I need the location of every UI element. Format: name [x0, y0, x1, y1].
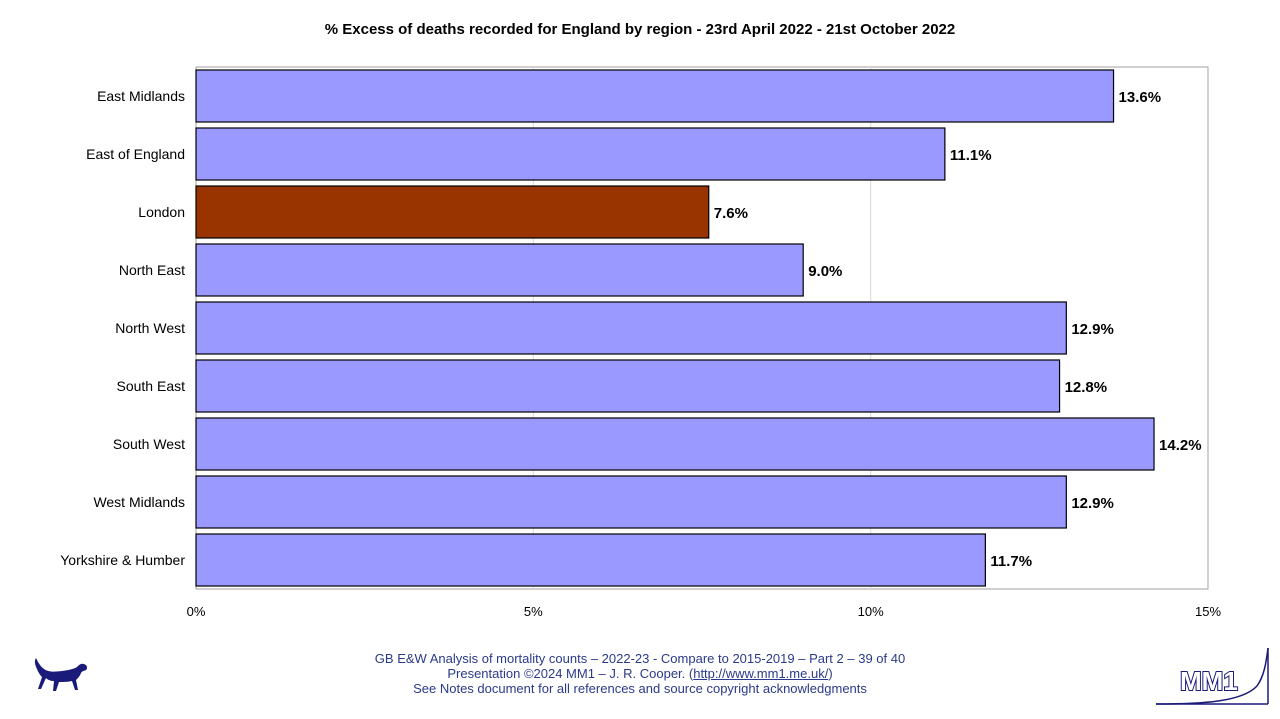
category-label: North West	[115, 320, 185, 336]
bar	[195, 301, 1067, 355]
category-label: South East	[117, 378, 186, 394]
footer-line-3: See Notes document for all references an…	[413, 681, 867, 696]
footer-line-2: Presentation ©2024 MM1 – J. R. Cooper. (…	[290, 666, 990, 681]
category-label: South West	[113, 436, 185, 452]
footer-copyright-end: )	[828, 666, 833, 681]
chart-title: % Excess of deaths recorded for England …	[324, 21, 956, 38]
category-label: East Midlands	[97, 88, 185, 104]
footer: GB E&W Analysis of mortality counts – 20…	[290, 651, 990, 696]
bar	[195, 417, 1155, 471]
data-label: 14.2%	[1159, 437, 1202, 454]
data-label: 9.0%	[808, 263, 842, 280]
svg-text:MM1: MM1	[1180, 666, 1238, 696]
category-label: North East	[119, 262, 185, 278]
bar	[195, 243, 804, 297]
x-tick-label: 15%	[1195, 604, 1221, 619]
bar	[195, 69, 1115, 123]
data-label: 11.1%	[950, 147, 992, 164]
x-tick-label: 0%	[187, 604, 206, 619]
data-label: 12.9%	[1071, 321, 1114, 338]
dog-icon	[34, 658, 88, 691]
data-label: 13.6%	[1119, 89, 1162, 106]
data-label: 12.8%	[1065, 379, 1108, 396]
category-label: East of England	[86, 146, 185, 162]
footer-line-1: GB E&W Analysis of mortality counts – 20…	[374, 651, 906, 666]
data-label: 12.9%	[1071, 495, 1114, 512]
footer-link[interactable]: http://www.mm1.me.uk/	[693, 666, 829, 681]
bar	[195, 185, 710, 239]
footer-copyright: Presentation ©2024 MM1 – J. R. Cooper. (	[447, 666, 694, 681]
mm1-logo: MM1	[1155, 647, 1269, 705]
bar-chart: East Midlands 13.6% East of England 11.1% Lo…	[60, 66, 1221, 619]
x-tick-label: 5%	[524, 604, 543, 619]
category-label: Yorkshire & Humber	[60, 552, 185, 568]
bar	[195, 533, 986, 587]
category-label: West Midlands	[93, 494, 185, 510]
category-label: London	[138, 204, 185, 220]
data-label: 11.7%	[990, 553, 1032, 570]
bar	[195, 359, 1061, 413]
x-tick-label: 10%	[858, 604, 884, 619]
bar	[195, 475, 1067, 529]
data-label: 7.6%	[714, 205, 748, 222]
bar	[195, 127, 946, 181]
